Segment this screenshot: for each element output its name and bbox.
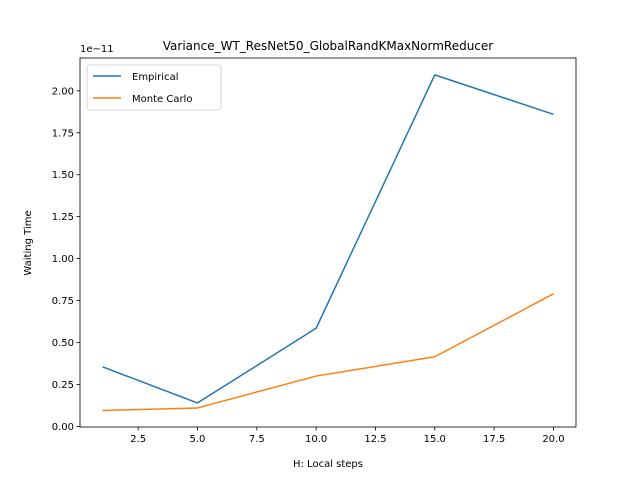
y-tick-label: 1.25 bbox=[52, 212, 74, 223]
x-tick-label: 5.0 bbox=[190, 434, 206, 445]
series-line-2 bbox=[102, 293, 554, 412]
y-tick-label: 0.75 bbox=[52, 296, 74, 307]
x-tick-label: 17.5 bbox=[483, 434, 505, 445]
x-axis-ticks: 2.5 5.0 7.5 10.0 12.5 15.0 17.5 20.0 bbox=[130, 427, 565, 445]
x-tick-label: 12.5 bbox=[364, 434, 386, 445]
legend-label: Monte Carlo bbox=[132, 94, 192, 105]
y-axis-ticks: 0.00 0.25 0.50 0.75 1.00 1.25 1.50 1.75 2.00 bbox=[52, 86, 80, 433]
chart-title: Variance_WT_ResNet50_GlobalRandKMaxNormR… bbox=[163, 39, 494, 53]
y-tick-label: 0.50 bbox=[52, 338, 74, 349]
y-tick-label: 1.50 bbox=[52, 170, 74, 181]
y-axis-label: Waiting Time bbox=[23, 210, 34, 275]
plot-area bbox=[79, 57, 577, 428]
y-tick-label: 1.75 bbox=[52, 128, 74, 139]
axes-frame bbox=[79, 57, 577, 428]
y-tick-label: 0.00 bbox=[52, 422, 74, 433]
y-offset-label: 1e−11 bbox=[80, 44, 114, 55]
x-tick-label: 2.5 bbox=[130, 434, 146, 445]
x-tick-label: 10.0 bbox=[305, 434, 327, 445]
series-lines bbox=[102, 74, 554, 412]
y-tick-label: 2.00 bbox=[52, 86, 74, 97]
x-tick-label: 20.0 bbox=[542, 434, 564, 445]
x-tick-label: 7.5 bbox=[249, 434, 265, 445]
y-tick-label: 0.25 bbox=[52, 380, 74, 391]
legend: Empirical Monte Carlo bbox=[86, 64, 222, 111]
x-axis-label: H: Local steps bbox=[293, 459, 363, 470]
legend-label: Empirical bbox=[132, 72, 178, 83]
y-tick-label: 1.00 bbox=[52, 254, 74, 265]
x-tick-label: 15.0 bbox=[424, 434, 446, 445]
series-line-1 bbox=[102, 74, 554, 404]
